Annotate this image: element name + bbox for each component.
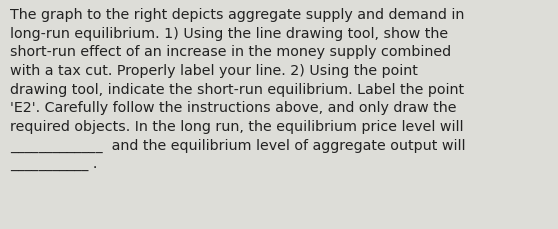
Text: The graph to the right depicts aggregate supply and demand in
long-run equilibri: The graph to the right depicts aggregate… [10,8,465,171]
